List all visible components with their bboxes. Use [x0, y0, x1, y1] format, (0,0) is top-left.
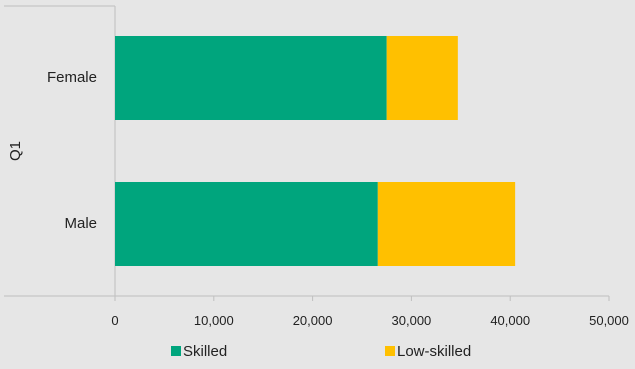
- bar-low-skilled-female: [386, 36, 458, 120]
- labels: 0 10,000 20,000 30,000 40,000 50,000 Q1 Female M…: [7, 69, 629, 328]
- category-label-female: Female: [47, 69, 97, 86]
- bar-skilled-male: [115, 182, 378, 266]
- legend-swatch-low-skilled: [385, 346, 395, 356]
- x-tick-label: 10,000: [194, 313, 234, 328]
- category-label-male: Male: [64, 215, 97, 232]
- x-tick-label: 40,000: [490, 313, 530, 328]
- bar-skilled-female: [115, 36, 387, 120]
- x-tick-label: 50,000: [589, 313, 629, 328]
- group-label: Q1: [7, 141, 24, 161]
- x-tick-label: 0: [111, 313, 118, 328]
- bars: [115, 36, 516, 266]
- x-tick-label: 20,000: [293, 313, 333, 328]
- legend-label-low-skilled: Low-skilled: [397, 343, 471, 360]
- legend: Skilled Low-skilled: [171, 343, 471, 360]
- x-tick-label: 30,000: [392, 313, 432, 328]
- bar-low-skilled-male: [377, 182, 516, 266]
- legend-label-skilled: Skilled: [183, 343, 227, 360]
- legend-swatch-skilled: [171, 346, 181, 356]
